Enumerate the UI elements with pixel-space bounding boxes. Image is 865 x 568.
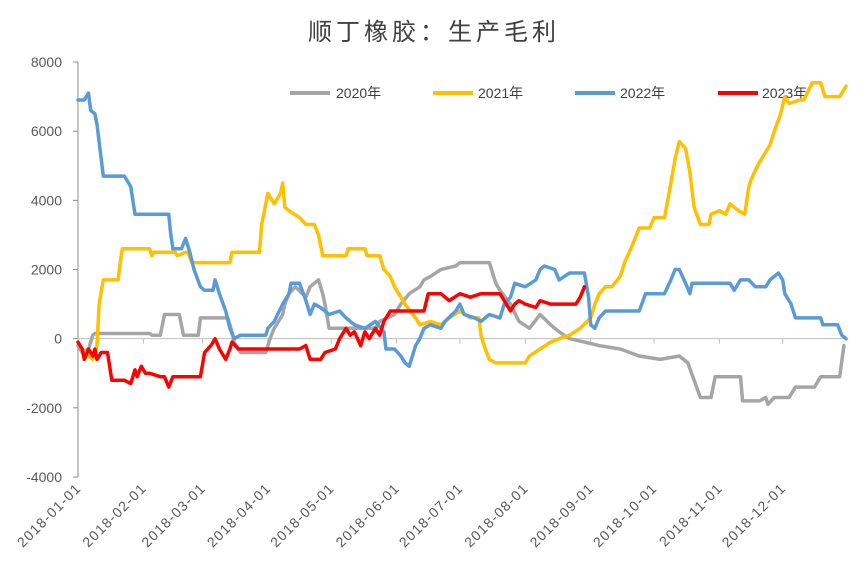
- legend-label: 2022年: [620, 85, 665, 101]
- series-line-1: [76, 260, 846, 407]
- y-tick-label: 2000: [31, 262, 62, 278]
- y-tick-label: 4000: [31, 192, 62, 208]
- series-line-3: [76, 91, 848, 369]
- legend-label: 2020年: [336, 85, 381, 101]
- chart-title: 顺丁橡胶：生产毛利: [308, 19, 560, 46]
- legend-item-2022: 2022年: [575, 85, 665, 101]
- y-tick-label: -4000: [26, 469, 62, 485]
- legend-item-2020: 2020年: [290, 85, 381, 101]
- legend-item-2023: 2023年: [718, 85, 807, 101]
- series-line-2: [80, 81, 848, 365]
- y-axis: -4000 -2000 0 2000 4000 6000 8000: [26, 54, 79, 485]
- legend-item-2021: 2021年: [433, 85, 523, 101]
- series-line-4: [76, 285, 587, 389]
- y-tick-label: 6000: [31, 123, 62, 139]
- plot-lines: [76, 81, 848, 407]
- y-tick-label: 0: [54, 331, 62, 347]
- y-tick-label: -2000: [26, 400, 62, 416]
- legend-label: 2023年: [762, 85, 807, 101]
- y-tick-label: 8000: [31, 54, 62, 70]
- legend: 2020年 2021年 2022年 2023年: [290, 85, 807, 101]
- legend-label: 2021年: [478, 85, 523, 101]
